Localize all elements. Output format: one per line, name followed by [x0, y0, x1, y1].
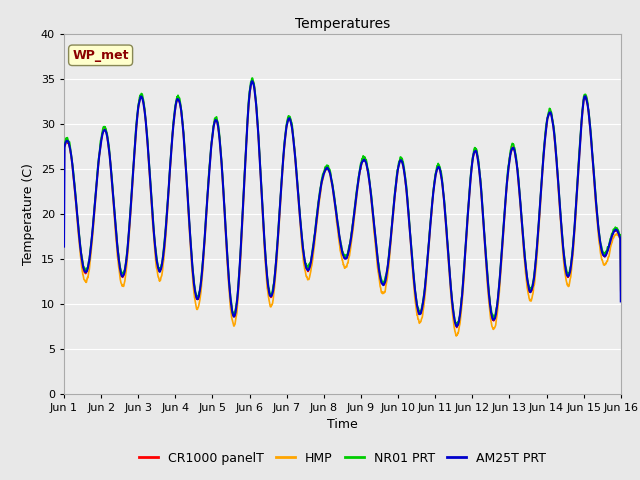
CR1000 panelT	[359, 156, 367, 162]
AM25T PRT	[584, 102, 591, 108]
Line: AM25T PRT: AM25T PRT	[64, 81, 621, 326]
HMP	[584, 101, 591, 107]
NR01 PRT	[60, 226, 68, 231]
AM25T PRT	[568, 254, 576, 260]
HMP	[60, 228, 68, 234]
Legend: CR1000 panelT, HMP, NR01 PRT, AM25T PRT: CR1000 panelT, HMP, NR01 PRT, AM25T PRT	[134, 447, 551, 469]
HMP	[452, 333, 460, 339]
CR1000 panelT	[584, 102, 591, 108]
Line: CR1000 panelT: CR1000 panelT	[64, 82, 621, 327]
HMP	[505, 165, 513, 171]
HMP	[617, 289, 625, 295]
AM25T PRT	[248, 78, 256, 84]
CR1000 panelT	[216, 132, 223, 138]
Title: Temperatures: Temperatures	[295, 17, 390, 31]
NR01 PRT	[371, 227, 379, 233]
HMP	[216, 134, 223, 140]
NR01 PRT	[505, 162, 513, 168]
HMP	[371, 235, 379, 241]
AM25T PRT	[216, 133, 223, 139]
AM25T PRT	[371, 229, 379, 235]
AM25T PRT	[359, 158, 367, 164]
NR01 PRT	[452, 323, 460, 329]
CR1000 panelT	[60, 228, 68, 233]
AM25T PRT	[505, 164, 513, 170]
Line: HMP: HMP	[64, 81, 621, 336]
AM25T PRT	[60, 244, 68, 250]
CR1000 panelT	[505, 164, 513, 169]
Text: WP_met: WP_met	[72, 49, 129, 62]
X-axis label: Time: Time	[327, 418, 358, 431]
NR01 PRT	[617, 287, 625, 292]
Y-axis label: Temperature (C): Temperature (C)	[22, 163, 35, 264]
CR1000 panelT	[249, 79, 257, 84]
NR01 PRT	[584, 98, 591, 104]
NR01 PRT	[568, 251, 576, 257]
CR1000 panelT	[568, 254, 576, 260]
AM25T PRT	[453, 324, 461, 329]
CR1000 panelT	[453, 324, 461, 330]
AM25T PRT	[617, 299, 625, 304]
HMP	[359, 157, 367, 163]
NR01 PRT	[216, 129, 223, 135]
NR01 PRT	[359, 155, 367, 161]
Line: NR01 PRT: NR01 PRT	[64, 78, 621, 326]
CR1000 panelT	[371, 230, 379, 236]
HMP	[568, 262, 576, 267]
NR01 PRT	[248, 75, 256, 81]
HMP	[250, 78, 257, 84]
CR1000 panelT	[617, 288, 625, 293]
